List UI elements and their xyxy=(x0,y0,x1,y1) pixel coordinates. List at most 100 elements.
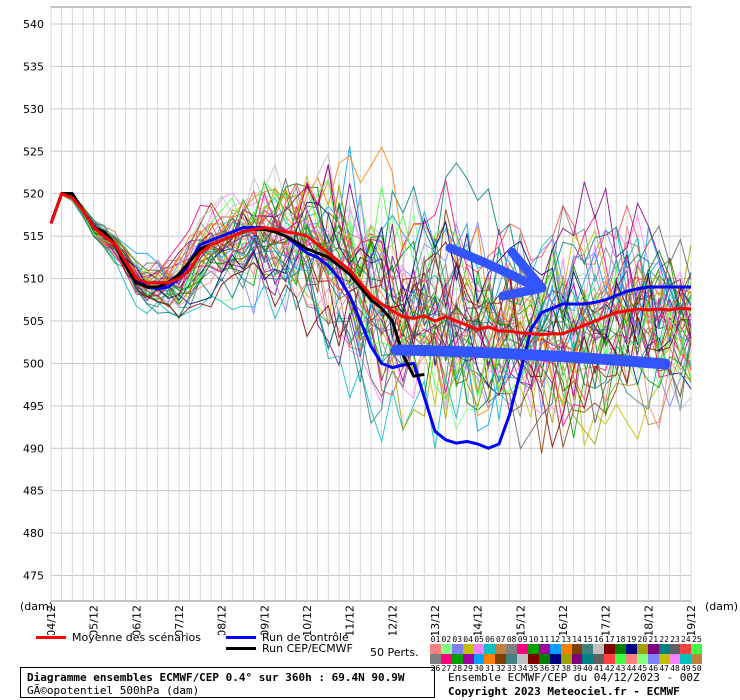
x-tick-label: 13/12 xyxy=(429,605,442,635)
member-swatch xyxy=(560,654,572,664)
legend-control: Run de contrôle xyxy=(226,631,349,644)
member-swatch xyxy=(484,644,496,654)
member-swatch xyxy=(506,654,518,664)
legend-cep-swatch xyxy=(226,647,256,650)
member-number: 07 xyxy=(495,635,506,644)
ensemble-member-line xyxy=(50,194,692,411)
ensemble-member-line xyxy=(50,193,692,449)
member-number: 39 xyxy=(572,664,582,673)
member-swatch xyxy=(615,644,627,654)
member-number: 32 xyxy=(495,664,506,673)
member-swatch xyxy=(538,644,550,654)
member-number: 02 xyxy=(441,635,452,644)
y-tick-label: 530 xyxy=(23,103,44,116)
y-tick-labels: 475 480 485 490 495 500 505 510 515 520 525 530 535 5… xyxy=(23,18,44,583)
member-number: 18 xyxy=(615,635,626,644)
member-number: 19 xyxy=(626,635,637,644)
member-swatch xyxy=(473,644,485,654)
ensemble-member-line xyxy=(50,192,692,401)
member-number: 34 xyxy=(517,664,528,673)
member-number: 04 xyxy=(463,635,473,644)
x-tick-label: 04/12 xyxy=(45,605,58,635)
member-swatch xyxy=(473,654,485,664)
run-line: Ensemble ECMWF/CEP du 04/12/2023 - 00Z xyxy=(448,671,700,684)
y-tick-label: 490 xyxy=(23,442,44,455)
member-swatch xyxy=(593,654,605,664)
annotation-arrow-head xyxy=(498,247,547,301)
member-number: 48 xyxy=(670,664,680,673)
member-swatch xyxy=(669,654,681,664)
member-number: 26 xyxy=(430,664,441,673)
x-tick-label: 17/12 xyxy=(600,605,613,635)
member-number: 16 xyxy=(593,635,604,644)
member-swatch xyxy=(647,654,659,664)
member-number: 25 xyxy=(692,635,702,644)
member-swatch xyxy=(462,654,474,664)
member-swatch xyxy=(451,644,463,654)
member-swatch xyxy=(691,644,703,654)
member-number: 46 xyxy=(648,664,659,673)
member-swatch xyxy=(462,644,474,654)
member-number: 05 xyxy=(474,635,484,644)
member-swatch xyxy=(626,644,637,654)
y-tick-label: 540 xyxy=(23,18,44,31)
member-number: 21 xyxy=(648,635,659,644)
member-swatch xyxy=(658,644,670,654)
y-tick-label: 475 xyxy=(23,570,44,583)
mean-line xyxy=(49,192,692,337)
member-swatch xyxy=(636,644,648,654)
member-number: 45 xyxy=(637,664,648,673)
member-swatch xyxy=(451,654,463,664)
ensemble-member-line xyxy=(50,179,692,371)
y-unit-label: (dam) xyxy=(20,600,53,613)
member-number: 40 xyxy=(583,664,593,673)
y-tick-label: 495 xyxy=(23,400,44,413)
member-number: 11 xyxy=(539,635,550,644)
member-swatches-row1 xyxy=(430,644,705,654)
annotation-arrow-shaft xyxy=(445,243,542,293)
member-number: 31 xyxy=(485,664,495,673)
x-tick-label: 11/12 xyxy=(344,605,357,635)
member-number: 47 xyxy=(659,664,669,673)
member-number: 06 xyxy=(485,635,495,644)
member-swatch xyxy=(484,654,496,664)
ensemble-members xyxy=(50,145,692,454)
member-number: 35 xyxy=(528,664,539,673)
member-swatch xyxy=(506,644,518,654)
ensemble-member-line xyxy=(50,193,692,432)
legend-cep-label: Run CEP/ECMWF xyxy=(262,642,353,655)
y-tick-label: 485 xyxy=(23,485,44,498)
member-number: 28 xyxy=(452,664,463,673)
copyright-line: Copyright 2023 Meteociel.fr - ECMWF xyxy=(448,685,680,698)
member-number: 13 xyxy=(561,635,571,644)
legend-mean: Moyenne des scénarios xyxy=(36,631,201,644)
member-swatch xyxy=(495,644,507,654)
member-numbers-row1: 01 02 03 04 05 06 07 08 09 10 11 12 13 14 15 16 17 18 19 20… xyxy=(430,635,705,644)
member-swatch xyxy=(549,644,561,654)
x-tick-label: 09/12 xyxy=(258,605,271,635)
x-unit-label: (dam) xyxy=(705,600,738,613)
y-tick-label: 500 xyxy=(23,357,44,370)
x-tick-label: 14/12 xyxy=(472,605,485,635)
annotation-line xyxy=(391,344,671,370)
member-number: 22 xyxy=(659,635,669,644)
y-tick-label: 520 xyxy=(23,188,44,201)
member-number: 29 xyxy=(463,664,473,673)
member-number: 01 xyxy=(430,635,441,644)
member-swatch xyxy=(615,654,627,664)
member-numbers-row2: 26 27 28 29 30 31 32 33 34 35 36 37 38 39 40 41 42 43 44 45… xyxy=(430,664,705,673)
member-swatch xyxy=(571,654,583,664)
x-tick-label: 19/12 xyxy=(685,605,698,635)
y-tick-label: 480 xyxy=(23,527,44,540)
run-info: Ensemble ECMWF/CEP du 04/12/2023 - 00Z C… xyxy=(448,671,700,699)
x-tick-label: 15/12 xyxy=(514,605,527,635)
member-swatch xyxy=(647,644,659,654)
ensemble-member-line xyxy=(50,188,692,431)
member-swatch xyxy=(669,644,681,654)
member-swatch xyxy=(636,654,648,664)
x-tick-label: 10/12 xyxy=(301,605,314,635)
member-swatch xyxy=(549,654,561,664)
y-tick-label: 510 xyxy=(23,273,44,286)
member-number: 23 xyxy=(670,635,680,644)
member-swatch xyxy=(495,654,507,664)
